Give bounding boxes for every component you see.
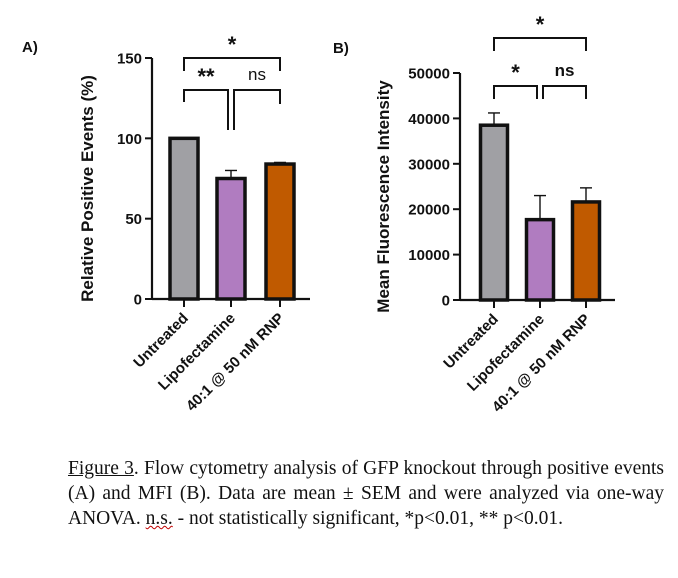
significance-bracket (183, 57, 281, 71)
bar (524, 217, 556, 302)
y-tick-label: 50 (125, 211, 142, 228)
significance-bracket (493, 37, 587, 51)
panel-label: A) (22, 39, 38, 56)
y-tick-label: 0 (442, 293, 450, 310)
y-tick-label: 100 (117, 131, 142, 148)
significance-label: ns (248, 65, 266, 84)
significance-label: * (511, 60, 520, 85)
bar (478, 123, 510, 302)
figure: A)Relative Positive Events (%) 050100150U… (22, 12, 615, 416)
panel-label: B) (333, 40, 349, 57)
bar (570, 200, 602, 302)
bar (264, 162, 296, 301)
y-tick-label: 10000 (408, 247, 450, 264)
significance-bracket (233, 89, 281, 130)
caption-ns-abbrev: n.s. (145, 508, 173, 529)
significance-bracket (542, 85, 587, 99)
panel-b-chart: B) Mean Fluorescence Intensity 0 10000 20000… (333, 12, 615, 416)
y-tick-label: 50000 (408, 66, 450, 83)
figure-number: Figure 3 (68, 458, 134, 479)
y-tick-label: 40000 (408, 111, 450, 128)
significance-label: * (536, 12, 545, 37)
y-tick-label: 30000 (408, 156, 450, 173)
y-tick-label: 20000 (408, 202, 450, 219)
significance-bracket (493, 85, 538, 99)
x-tick-label: 40:1 @ 50 nM RNP (183, 310, 288, 415)
bar (168, 136, 200, 301)
panel-a-chart: A)Relative Positive Events (%) 050100150U… (22, 32, 310, 415)
significance-label: ** (197, 64, 215, 89)
figure-caption: Figure 3. Flow cytometry analysis of GFP… (68, 456, 664, 531)
y-tick-label: 0 (134, 292, 142, 309)
significance-label: ns (555, 61, 575, 80)
y-axis-title: Relative Positive Events (%) (78, 75, 97, 302)
y-tick-label: 150 (117, 51, 142, 68)
significance-bracket (183, 89, 229, 130)
caption-text-1: . Flow cytometry analysis of GFP knockou… (68, 458, 664, 529)
significance-label: * (228, 32, 237, 57)
caption-text-2: - not statistically significant, *p<0.01… (172, 508, 564, 529)
bar (215, 176, 247, 301)
y-axis-title: Mean Fluorescence Intensity (374, 80, 393, 313)
